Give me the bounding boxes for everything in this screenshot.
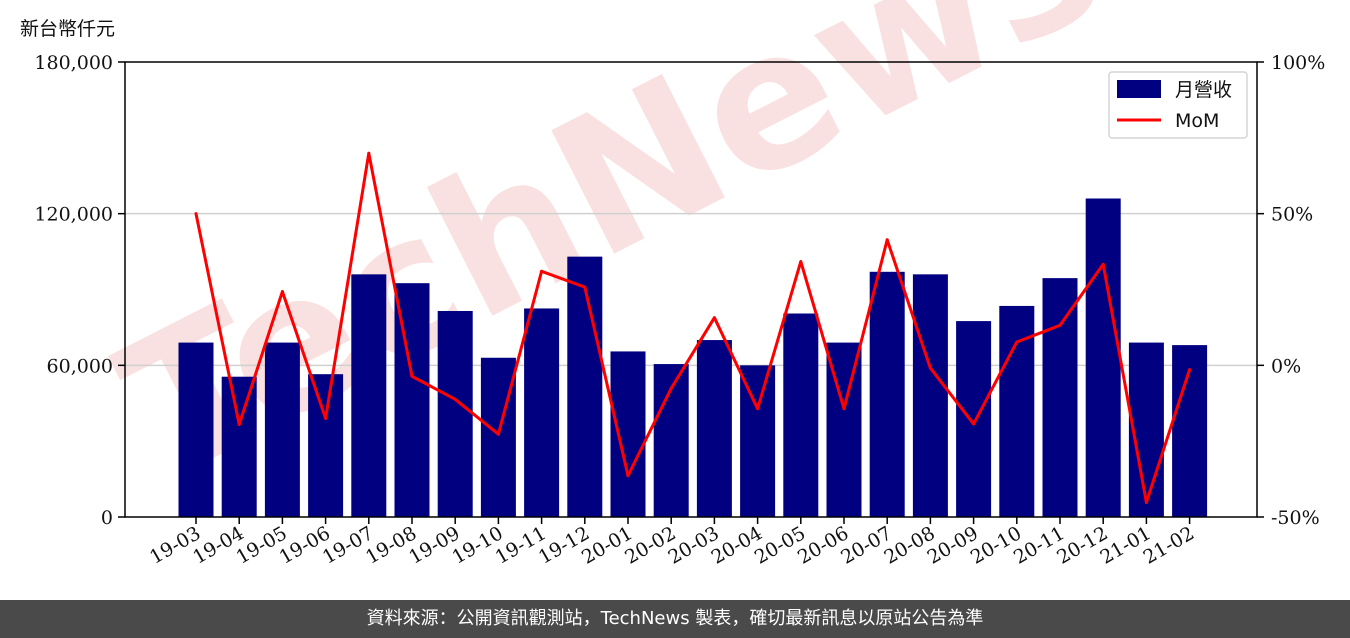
mom-point-19-12	[583, 285, 587, 289]
legend-label-mom: MoM	[1175, 110, 1219, 132]
mom-point-20-10	[1015, 340, 1019, 344]
bar-20-05	[783, 313, 819, 517]
bar-20-04	[740, 365, 776, 517]
bar-20-01	[610, 351, 646, 517]
unit-label: 新台幣仟元	[20, 18, 116, 40]
mom-point-20-11	[1058, 323, 1062, 327]
source-footer: 資料來源：公開資訊觀測站，TechNews 製表，確切最新訊息以原站公告為準	[0, 600, 1350, 638]
mom-point-20-02	[669, 386, 673, 390]
bar-20-07	[869, 271, 905, 517]
mom-point-19-05	[280, 290, 284, 294]
plot-frame	[124, 61, 1258, 518]
mom-point-20-01	[626, 474, 630, 478]
bar-19-05	[264, 342, 300, 517]
bar-20-09	[956, 321, 992, 517]
mom-point-19-09	[453, 397, 457, 401]
y-right-tick-label: 0%	[1271, 355, 1301, 377]
bar-20-11	[1042, 278, 1078, 517]
mom-point-19-11	[540, 269, 544, 273]
mom-point-21-02	[1188, 368, 1192, 372]
mom-point-20-09	[972, 422, 976, 426]
legend-label-revenue: 月營收	[1175, 79, 1232, 101]
mom-point-19-07	[367, 151, 371, 155]
mom-line	[194, 151, 1192, 504]
x-tick-label: 21-02	[1140, 522, 1198, 568]
y-right-tick-label: 50%	[1271, 204, 1313, 226]
mom-point-19-06	[324, 416, 328, 420]
y-left-tick-label: 180,000	[34, 52, 113, 74]
bar-19-09	[437, 310, 473, 517]
mom-point-20-08	[928, 366, 932, 370]
mom-point-20-07	[885, 238, 889, 242]
mom-point-19-03	[194, 212, 198, 216]
mom-point-20-12	[1101, 262, 1105, 266]
revenue-chart: TechNews 060,000120,000180,000-50%0%50%1…	[34, 0, 1325, 569]
mom-point-20-03	[712, 316, 716, 320]
y-right-tick-label: -50%	[1271, 507, 1320, 529]
mom-point-20-06	[842, 407, 846, 411]
bar-20-08	[912, 274, 948, 517]
mom-point-19-10	[496, 432, 500, 436]
legend-bar-swatch	[1117, 80, 1161, 98]
bar-19-03	[178, 342, 214, 517]
bar-20-03	[696, 340, 732, 517]
y-right-tick-label: 100%	[1271, 52, 1325, 74]
mom-point-19-04	[237, 422, 241, 426]
y-left-tick-label: 60,000	[47, 355, 113, 377]
y-left-tick-label: 120,000	[34, 204, 113, 226]
mom-point-19-08	[410, 374, 414, 378]
bar-20-12	[1085, 198, 1121, 517]
mom-point-20-05	[799, 260, 803, 264]
bar-19-11	[524, 308, 560, 517]
bar-19-06	[308, 374, 344, 517]
bar-19-10	[480, 357, 516, 517]
mom-point-21-01	[1144, 500, 1148, 504]
mom-point-20-04	[756, 407, 760, 411]
bar-19-12	[567, 256, 603, 517]
bar-19-04	[221, 376, 257, 517]
bar-19-07	[351, 274, 387, 517]
y-left-tick-label: 0	[101, 507, 113, 529]
